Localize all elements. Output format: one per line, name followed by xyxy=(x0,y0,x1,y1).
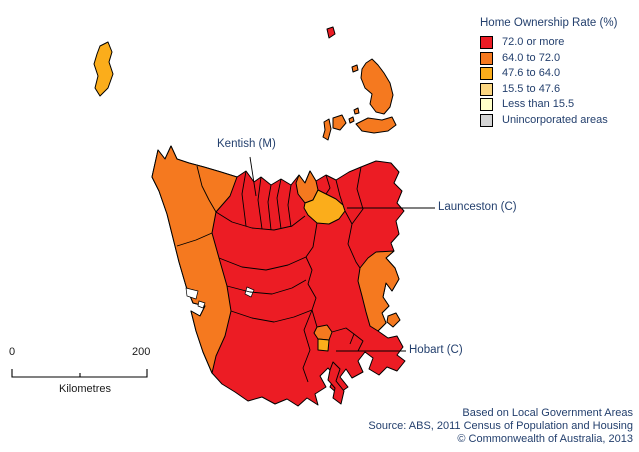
hobart-label: Hobart (C) xyxy=(409,344,463,356)
legend-swatch-155-to-476 xyxy=(480,82,493,96)
scalebar-end-value: 200 xyxy=(132,346,151,358)
legend-item: 64.0 to 72.0 xyxy=(480,51,617,65)
legend-label: 15.5 to 47.6 xyxy=(502,82,561,95)
lga-boundaries xyxy=(176,165,364,383)
leader-lines xyxy=(249,156,435,352)
region-bruny-island xyxy=(327,361,345,405)
lake-2 xyxy=(197,300,206,309)
kentish-leader-line xyxy=(249,156,257,197)
legend-item: Unincorporated areas xyxy=(480,113,617,127)
legend-label: 47.6 to 64.0 xyxy=(502,67,561,79)
scalebar-start-value: 0 xyxy=(9,346,16,358)
launceston-label: Launceston (C) xyxy=(438,201,517,213)
attribution-line-1: Based on Local Government Areas xyxy=(462,407,633,419)
legend-title: Home Ownership Rate (%) xyxy=(480,17,618,29)
legend-item: 47.6 to 64.0 xyxy=(480,67,617,80)
legend-swatch-72-or-more xyxy=(480,36,493,49)
scalebar-line xyxy=(11,369,148,378)
legend-label: 72.0 or more xyxy=(502,36,565,48)
region-islet-1 xyxy=(351,64,359,73)
region-hobart xyxy=(317,338,330,352)
region-west-coast-block xyxy=(151,145,238,374)
region-islet-3 xyxy=(348,116,355,124)
legend-swatch-476-to-64 xyxy=(480,67,493,80)
region-flinders-island xyxy=(360,58,394,115)
scalebar-unit: Kilometres xyxy=(59,383,111,395)
legend-swatch-less-than-155 xyxy=(480,98,493,111)
region-cape-barren-island xyxy=(355,116,397,134)
lakes-group xyxy=(185,286,255,309)
region-hunter-island-2 xyxy=(332,114,347,131)
attribution-line-2: Source: ABS, 2011 Census of Population a… xyxy=(368,420,633,432)
legend-swatch-64-to-72 xyxy=(480,51,493,65)
region-king-island xyxy=(93,41,114,97)
attribution: Based on Local Government Areas Source: … xyxy=(368,407,633,446)
legend-label: Unincorporated areas xyxy=(502,113,608,126)
legend-label: Less than 15.5 xyxy=(502,98,575,110)
region-maria-island xyxy=(386,312,401,328)
legend-swatch-unincorporated xyxy=(480,113,493,127)
legend-item: Less than 15.5 xyxy=(480,98,617,111)
legend: Home Ownership Rate (%) 72.0 or more 64.… xyxy=(480,17,617,129)
region-hunter-island-1 xyxy=(322,118,332,141)
legend-item: 72.0 or more xyxy=(480,36,617,49)
lake-1 xyxy=(185,287,199,300)
legend-item: 15.5 to 47.6 xyxy=(480,82,617,96)
legend-label: 64.0 to 72.0 xyxy=(502,51,561,64)
region-islet-ne xyxy=(326,26,336,39)
region-islet-2 xyxy=(353,107,360,115)
kentish-label: Kentish (M) xyxy=(217,138,276,150)
attribution-line-3: © Commonwealth of Australia, 2013 xyxy=(457,433,633,445)
